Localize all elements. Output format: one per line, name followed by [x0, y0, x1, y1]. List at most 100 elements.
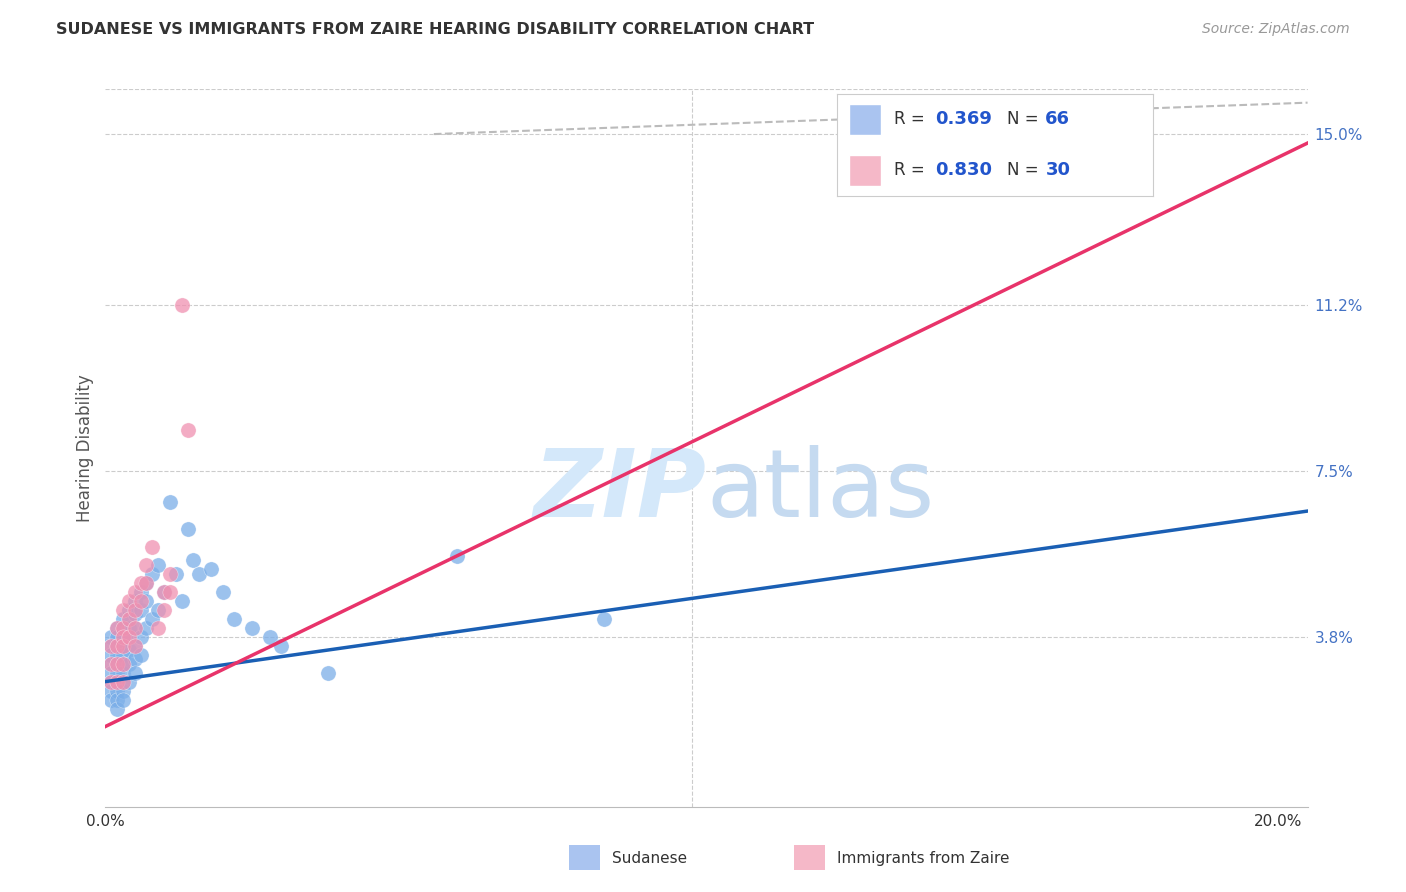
Point: [183, 553, 205, 567]
Point: [105, 630, 128, 644]
Point: [118, 630, 141, 644]
Point: [100, 674, 122, 689]
Point: [129, 603, 152, 617]
Point: [112, 665, 135, 680]
Text: N =: N =: [1007, 110, 1045, 128]
Point: [135, 594, 157, 608]
Point: [112, 674, 135, 689]
Text: N =: N =: [1007, 161, 1045, 179]
Point: [124, 607, 146, 622]
Point: [112, 630, 135, 644]
Point: [105, 621, 128, 635]
Point: [593, 612, 616, 626]
Point: [112, 621, 135, 635]
Point: [176, 522, 198, 536]
Text: R =: R =: [894, 161, 929, 179]
Point: [100, 674, 122, 689]
Point: [105, 657, 128, 671]
Point: [270, 639, 292, 653]
Point: [148, 621, 170, 635]
Point: [118, 594, 141, 608]
Point: [105, 692, 128, 706]
Text: 30: 30: [1045, 161, 1070, 179]
Bar: [849, 104, 880, 135]
Point: [135, 575, 157, 590]
Point: [112, 639, 135, 653]
Point: [159, 566, 181, 581]
Point: [105, 683, 128, 698]
Point: [112, 612, 135, 626]
Point: [118, 603, 141, 617]
Point: [224, 612, 246, 626]
Text: ZIP: ZIP: [534, 445, 707, 537]
Point: [159, 585, 181, 599]
Point: [100, 692, 122, 706]
Point: [105, 665, 128, 680]
Point: [188, 566, 211, 581]
Point: [100, 648, 122, 662]
Point: [124, 652, 146, 666]
Point: [105, 648, 128, 662]
Point: [112, 692, 135, 706]
Point: [118, 643, 141, 657]
Point: [112, 603, 135, 617]
Point: [118, 612, 141, 626]
Bar: [849, 155, 880, 186]
Point: [112, 648, 135, 662]
Text: R =: R =: [894, 110, 929, 128]
Point: [118, 674, 141, 689]
Y-axis label: Hearing Disability: Hearing Disability: [76, 375, 94, 522]
Point: [170, 298, 193, 312]
Point: [112, 683, 135, 698]
Point: [118, 612, 141, 626]
Point: [200, 562, 222, 576]
Point: [100, 657, 122, 671]
Point: [153, 585, 176, 599]
Point: [124, 639, 146, 653]
Point: [112, 657, 135, 671]
Point: [170, 594, 193, 608]
Point: [118, 657, 141, 671]
Point: [148, 603, 170, 617]
Point: [112, 621, 135, 635]
Point: [124, 639, 146, 653]
Point: [176, 423, 198, 437]
Point: [240, 621, 263, 635]
Point: [124, 621, 146, 635]
Point: [124, 594, 146, 608]
Point: [129, 575, 152, 590]
Text: 66: 66: [1045, 110, 1070, 128]
Point: [105, 639, 128, 653]
Point: [159, 495, 181, 509]
Point: [124, 603, 146, 617]
Point: [124, 585, 146, 599]
Point: [165, 566, 187, 581]
Point: [135, 575, 157, 590]
Point: [112, 630, 135, 644]
Point: [129, 585, 152, 599]
Point: [446, 549, 468, 563]
Point: [105, 621, 128, 635]
Point: [112, 657, 135, 671]
Point: [316, 665, 339, 680]
Point: [211, 585, 233, 599]
Point: [105, 701, 128, 715]
Point: [141, 566, 163, 581]
Point: [153, 585, 176, 599]
Point: [259, 630, 281, 644]
Text: atlas: atlas: [707, 445, 935, 537]
Point: [112, 674, 135, 689]
Point: [112, 639, 135, 653]
Text: Sudanese: Sudanese: [612, 851, 686, 865]
Point: [124, 665, 146, 680]
Text: 0.369: 0.369: [935, 110, 991, 128]
Point: [105, 674, 128, 689]
Point: [100, 683, 122, 698]
Point: [148, 558, 170, 572]
Text: SUDANESE VS IMMIGRANTS FROM ZAIRE HEARING DISABILITY CORRELATION CHART: SUDANESE VS IMMIGRANTS FROM ZAIRE HEARIN…: [56, 22, 814, 37]
Point: [118, 621, 141, 635]
Point: [100, 665, 122, 680]
Text: Source: ZipAtlas.com: Source: ZipAtlas.com: [1202, 22, 1350, 37]
Point: [129, 648, 152, 662]
Point: [153, 603, 176, 617]
